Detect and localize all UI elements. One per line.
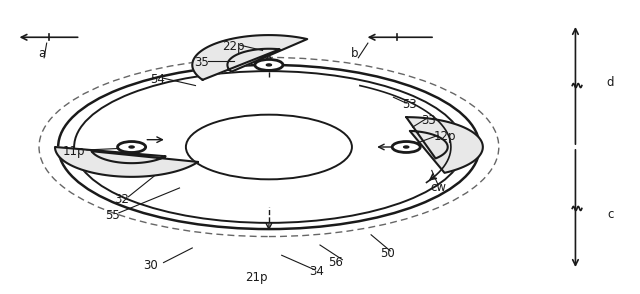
Text: 56: 56: [328, 256, 344, 269]
Text: b: b: [351, 47, 359, 60]
Text: 21p: 21p: [245, 271, 268, 284]
Text: 12p: 12p: [433, 130, 456, 143]
Ellipse shape: [392, 141, 420, 153]
Text: 50: 50: [380, 247, 394, 260]
Polygon shape: [192, 35, 307, 80]
Ellipse shape: [266, 64, 271, 66]
Text: 35: 35: [195, 56, 209, 69]
Text: 53: 53: [402, 98, 417, 111]
Text: d: d: [607, 76, 614, 89]
Polygon shape: [55, 147, 198, 177]
Text: 54: 54: [150, 73, 164, 86]
Text: cw: cw: [430, 181, 446, 194]
Text: a: a: [38, 47, 46, 60]
Ellipse shape: [255, 59, 283, 70]
Polygon shape: [406, 117, 483, 173]
Ellipse shape: [129, 146, 134, 148]
Ellipse shape: [404, 146, 409, 148]
Text: 32: 32: [115, 193, 129, 206]
Ellipse shape: [118, 141, 146, 153]
Text: 55: 55: [105, 209, 120, 222]
Text: 34: 34: [309, 265, 324, 278]
Text: 33: 33: [421, 114, 436, 127]
Text: 11p: 11p: [63, 145, 85, 158]
Text: c: c: [607, 208, 614, 221]
Text: 22p: 22p: [223, 40, 245, 53]
Text: 30: 30: [143, 259, 158, 272]
